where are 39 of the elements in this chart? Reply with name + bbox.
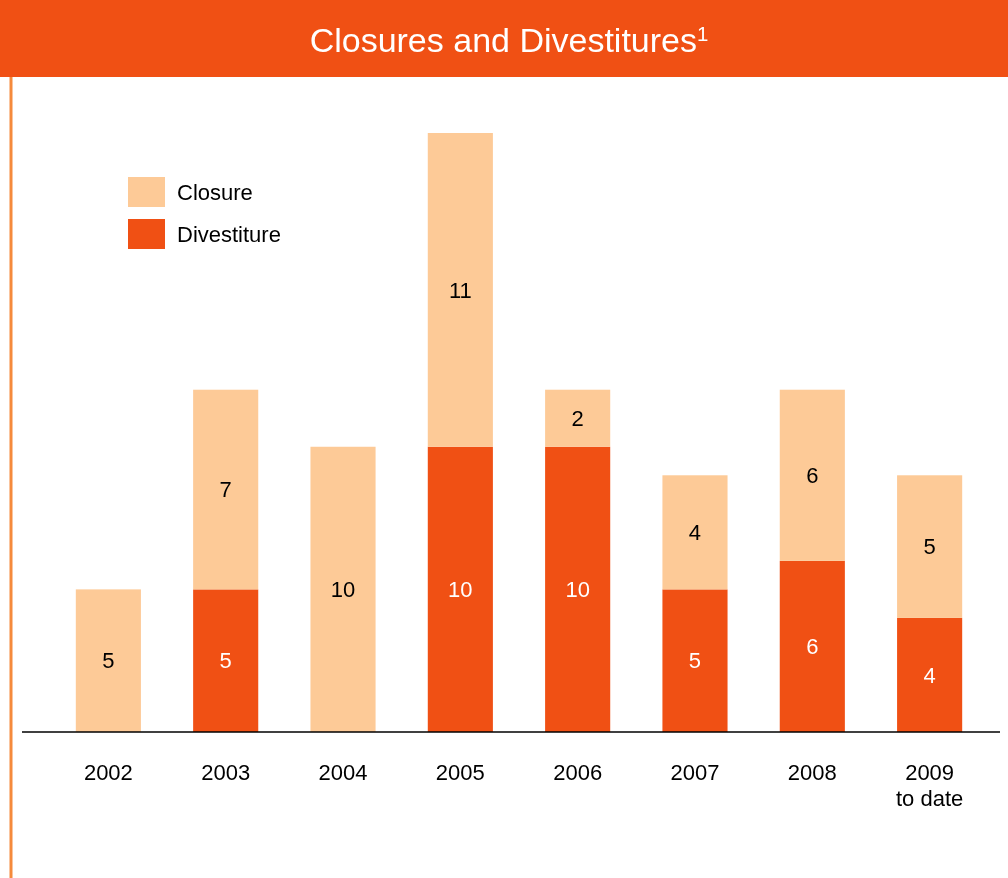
bar [779,389,845,561]
bar [310,446,376,732]
data-label: 5 [102,648,115,674]
bar [427,133,493,447]
legend-label: Closure [177,179,253,205]
x-tick-label: 2007 [670,760,720,785]
bar [779,560,845,732]
data-label: 5 [688,648,702,674]
x-tick-label: 2009 to date [895,760,964,811]
data-label: 10 [565,577,590,603]
chart-title: Closures and Divestitures$^{1}$ [309,20,709,59]
legend-label: Divestiture [177,221,281,247]
bar [545,389,611,447]
data-label: 4 [923,662,936,688]
x-tick-label: 2006 [553,760,603,785]
data-label: 10 [448,577,473,603]
x-tick-label: 2008 [787,760,837,785]
bar [427,446,493,732]
data-label: 6 [806,634,819,660]
bar [897,475,963,618]
bar [545,446,611,732]
bar [193,389,259,590]
x-tick-label: 2002 [83,760,133,785]
x-tick-label: 2003 [201,760,251,785]
x-tick-label: 2004 [318,760,368,785]
bar [75,589,141,732]
bar [662,475,728,590]
bar [193,589,259,732]
data-label: 10 [330,577,356,603]
data-label: 7 [219,477,232,503]
bar [897,617,963,732]
data-label: 5 [219,648,232,674]
x-tick-label: 2005 [435,760,485,785]
data-label: 5 [923,534,936,560]
data-label: 6 [806,462,819,488]
data-label: 4 [688,520,702,546]
bar [662,589,728,732]
data-label: 11 [448,277,472,303]
data-label: 2 [571,405,584,431]
